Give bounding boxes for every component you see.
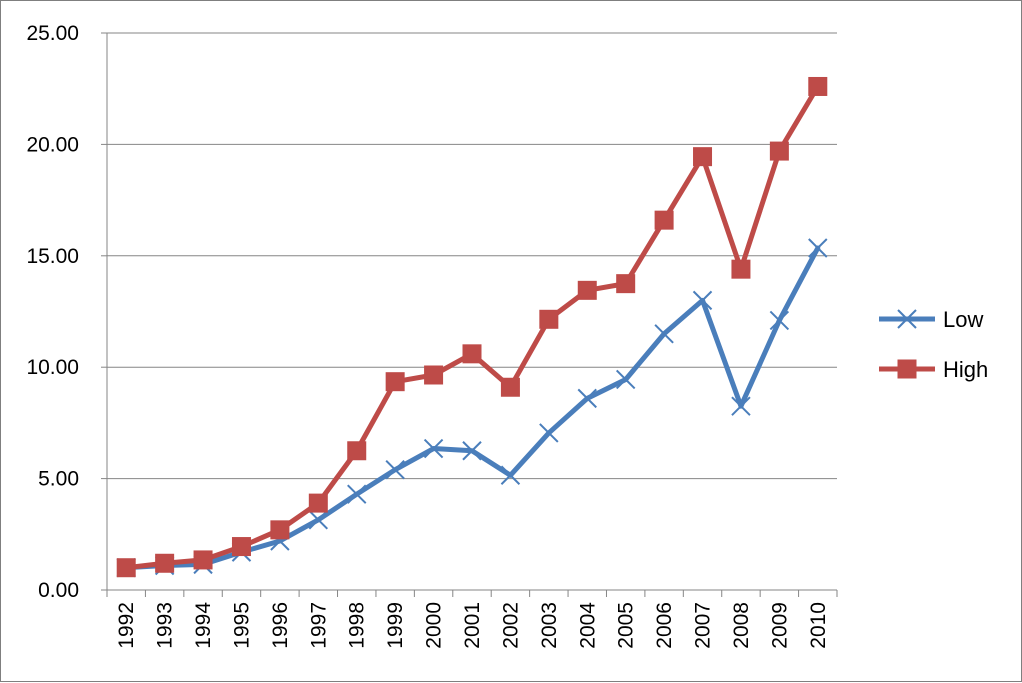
series-line-low <box>123 245 821 571</box>
x-tick-label: 1993 <box>154 602 177 649</box>
x-tick-label: 1992 <box>115 602 138 649</box>
data-point-low <box>692 290 713 311</box>
legend-entry-high: High <box>879 357 988 382</box>
data-point-high <box>231 537 251 557</box>
x-tick-label: 1998 <box>346 602 369 649</box>
data-point-high <box>693 147 713 167</box>
data-point-high <box>347 441 367 461</box>
y-tick-label: 25.00 <box>26 22 79 45</box>
legend-marker <box>897 309 917 329</box>
x-tick-label: 2005 <box>615 602 638 649</box>
data-point-high <box>577 280 597 300</box>
gridlines <box>107 32 837 480</box>
y-tick-label: 15.00 <box>26 245 79 268</box>
x-tick-label: 2007 <box>692 602 715 649</box>
data-point-low <box>385 459 405 480</box>
x-tick-label: 2009 <box>768 602 791 649</box>
x-tick-label: 2008 <box>730 602 753 649</box>
series-high <box>116 76 828 578</box>
x-tick-label: 1996 <box>269 602 292 649</box>
x-tick-label: 2006 <box>653 602 676 649</box>
data-point-low <box>808 238 828 258</box>
x-tick-label: 1997 <box>307 602 330 649</box>
legend: Low High <box>879 307 988 382</box>
y-tick-label: 10.00 <box>26 356 79 379</box>
y-tick-label: 20.00 <box>26 133 79 156</box>
series-low <box>116 238 828 578</box>
data-point-high <box>808 76 828 96</box>
data-point-high <box>539 309 559 329</box>
legend-marker <box>897 359 917 379</box>
data-point-high <box>308 493 328 513</box>
data-point-high <box>270 520 290 540</box>
y-axis-tick-labels: 0.00 5.00 10.00 15.00 20.00 25.00 <box>26 22 79 602</box>
x-tick-label: 1994 <box>192 602 215 649</box>
x-tick-label: 2002 <box>499 602 522 649</box>
legend-entry-low: Low <box>879 307 983 332</box>
data-point-high <box>500 377 520 397</box>
x-tick-label: 2000 <box>423 602 446 649</box>
data-point-low <box>500 465 521 485</box>
x-axis-tick-labels: 1992 1993 1994 1995 1996 1997 1998 1999 2000 2001… <box>115 602 830 649</box>
data-point-low <box>423 438 444 459</box>
y-tick-label: 5.00 <box>38 468 79 491</box>
data-point-low <box>539 423 559 443</box>
data-point-low <box>308 510 329 530</box>
data-point-high <box>731 259 751 279</box>
legend-label: High <box>943 357 988 382</box>
data-point-high <box>155 553 175 573</box>
data-point-low <box>347 484 367 504</box>
data-point-high <box>654 210 674 230</box>
x-tick-label: 1995 <box>230 602 253 649</box>
legend-label: Low <box>943 307 983 332</box>
data-point-high <box>769 141 789 161</box>
data-point-high <box>424 365 444 385</box>
x-tick-label: 2010 <box>807 602 830 649</box>
data-point-low <box>577 388 597 409</box>
data-point-high <box>462 344 482 364</box>
data-point-high <box>116 558 136 578</box>
data-point-low <box>654 324 674 344</box>
axes <box>101 32 838 597</box>
data-point-high <box>616 274 636 294</box>
data-point-low <box>731 396 751 416</box>
x-tick-label: 2004 <box>576 602 599 649</box>
data-point-low <box>769 310 790 331</box>
x-tick-label: 2001 <box>461 602 484 649</box>
series-lines <box>116 76 828 578</box>
data-point-high <box>193 550 213 570</box>
y-tick-label: 0.00 <box>38 579 79 602</box>
x-tick-label: 1999 <box>384 602 407 649</box>
data-point-high <box>385 372 405 392</box>
data-point-low <box>615 369 636 390</box>
x-tick-label: 2003 <box>538 602 561 649</box>
data-point-low <box>462 441 482 461</box>
